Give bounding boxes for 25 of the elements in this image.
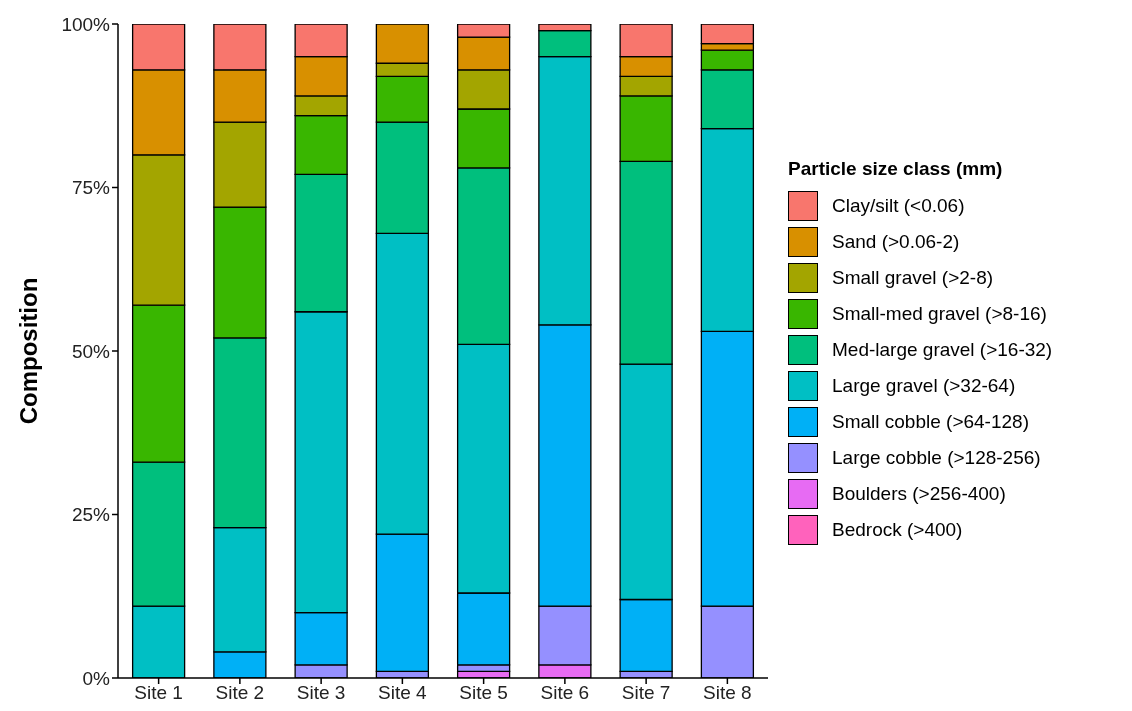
x-tick-label: Site 6 <box>540 682 590 704</box>
legend-label: Boulders (>256-400) <box>832 483 1006 505</box>
y-tick-label: 25% <box>71 504 111 526</box>
x-tick-label: Site 5 <box>459 682 508 704</box>
y-tick-label: 75% <box>71 177 111 199</box>
legend-label: Med-large gravel (>16-32) <box>832 339 1053 361</box>
legend-label: Sand (>0.06-2) <box>832 231 960 253</box>
y-tick-label: 100% <box>61 13 111 35</box>
x-tick-label: Site 1 <box>134 682 183 704</box>
legend-title: Particle size class (mm) <box>788 158 1004 180</box>
y-tick-label: 0% <box>82 667 111 689</box>
legend-label: Small-med gravel (>8-16) <box>832 303 1047 325</box>
legend-label: Large gravel (>32-64) <box>832 375 1016 397</box>
y-axis-title: Composition <box>14 277 42 425</box>
x-tick-label: Site 7 <box>621 682 671 704</box>
legend-label: Large cobble (>128-256) <box>832 447 1041 469</box>
legend-label: Small gravel (>2-8) <box>832 267 994 289</box>
x-tick-label: Site 2 <box>215 682 265 704</box>
x-tick-label: Site 4 <box>378 682 428 704</box>
legend-label: Small cobble (>64-128) <box>832 411 1029 433</box>
y-tick-label: 50% <box>71 340 111 362</box>
x-tick-label: Site 8 <box>703 682 752 704</box>
legend-label: Clay/silt (<0.06) <box>832 195 965 217</box>
x-tick-label: Site 3 <box>296 682 346 704</box>
legend-label: Bedrock (>400) <box>832 519 963 541</box>
